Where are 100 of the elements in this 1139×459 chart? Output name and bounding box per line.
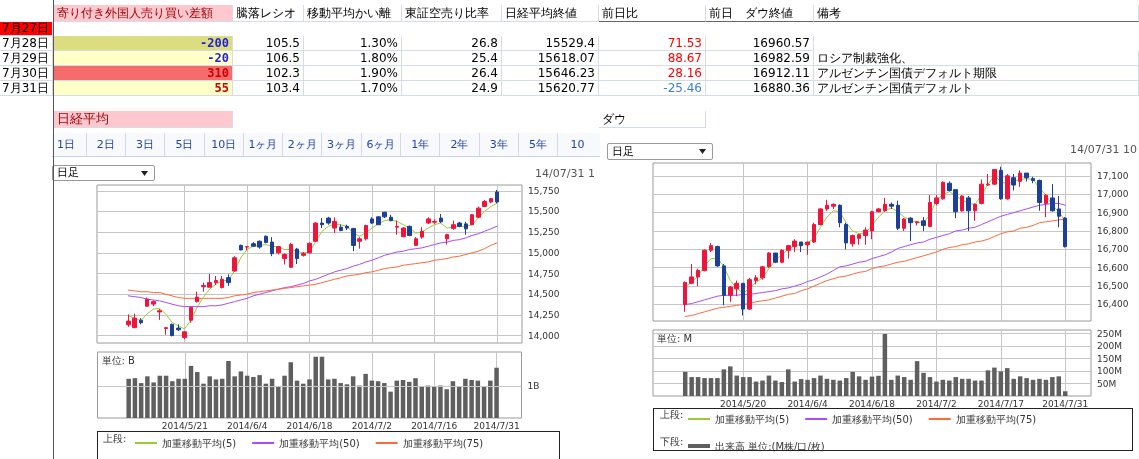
candlestick — [1063, 216, 1067, 249]
candlestick — [176, 323, 181, 332]
text: ロシア制裁強化、 — [817, 51, 913, 65]
text: アルゼンチン国債デフォルト — [817, 81, 973, 95]
text: 25.4 — [471, 51, 498, 65]
candlestick — [164, 326, 168, 336]
candlestick — [722, 263, 726, 306]
text: 14/07/31 1 — [535, 167, 595, 180]
candlestick — [145, 297, 149, 308]
candlestick — [1011, 173, 1016, 192]
text: 16982.59 — [752, 51, 810, 65]
x-tick-label: 2014/7/17 — [977, 398, 1024, 409]
text: 16912.11 — [752, 66, 810, 80]
candlestick — [799, 241, 803, 253]
y-tick-label: 14,250 — [528, 309, 560, 320]
dropdown: 日足 — [52, 165, 155, 181]
bar — [1024, 378, 1029, 396]
y-tick-label: 15,500 — [528, 206, 560, 217]
candlestick — [395, 220, 399, 236]
bar — [1050, 377, 1055, 396]
candlestick — [773, 252, 778, 264]
y-tick-label: 200M — [1097, 341, 1122, 352]
text: アルゼンチン国債デフォルト期限 — [817, 66, 997, 80]
bar — [715, 378, 720, 396]
text: -25.46 — [663, 81, 702, 95]
text: 1.90% — [359, 66, 398, 80]
y-tick-label: 14,000 — [528, 330, 560, 341]
ref-line-label: 1B — [527, 381, 540, 392]
candlestick — [332, 216, 337, 234]
category-label: 前日 ダウ終値 — [706, 5, 814, 22]
category-label: 騰落レシオ — [233, 5, 304, 22]
candlestick — [445, 233, 449, 246]
category-label: 7月27日 — [2, 21, 49, 35]
y-tick-label: 250M — [1097, 328, 1122, 339]
bar — [966, 378, 971, 396]
candlestick — [928, 194, 932, 228]
text: 10 — [557, 133, 597, 156]
candlestick — [364, 224, 368, 241]
candlestick — [760, 265, 765, 281]
candlestick — [825, 199, 829, 212]
candlestick — [741, 282, 745, 316]
x-tick-label: 2014/5/20 — [720, 398, 767, 409]
x-tick-label: 2014/7/2 — [916, 398, 957, 409]
candlestick — [818, 207, 823, 226]
candlestick — [754, 274, 758, 285]
text: 1ヶ月 — [242, 133, 283, 156]
candlestick — [307, 241, 312, 255]
category-label: 寄り付き外国人売り買い差額 — [54, 5, 233, 22]
candlestick — [264, 234, 268, 244]
candlestick — [902, 217, 906, 232]
candlestick — [844, 222, 848, 250]
x-tick-label: 2014/5/21 — [161, 420, 208, 431]
text: 3年 — [478, 133, 518, 156]
candlestick — [979, 179, 984, 205]
candlestick — [345, 224, 349, 231]
candlestick — [857, 233, 861, 246]
candlestick — [464, 221, 468, 236]
candlestick — [351, 227, 356, 252]
text: 24.9 — [471, 81, 498, 95]
candlestick — [715, 245, 720, 268]
dropdown: 日足 — [607, 143, 713, 160]
candlestick — [889, 202, 894, 210]
bar — [747, 377, 752, 396]
candlestick — [451, 220, 456, 231]
y-tick-label: 15,000 — [528, 247, 560, 258]
text: 55 — [214, 81, 229, 95]
line-series — [127, 242, 498, 299]
candlestick — [863, 226, 868, 246]
candlestick — [960, 194, 964, 213]
text: 71.53 — [667, 36, 702, 50]
candlestick — [420, 226, 424, 240]
category-label: 7月30日 — [2, 66, 49, 80]
candlestick — [139, 317, 143, 325]
y-tick-label: 16,700 — [1097, 244, 1129, 255]
text: 105.5 — [265, 36, 300, 50]
candlestick — [457, 221, 462, 228]
bar — [773, 380, 778, 396]
candlestick — [370, 216, 374, 225]
bar — [934, 381, 939, 396]
candlestick — [702, 248, 707, 272]
candlestick — [999, 166, 1003, 201]
candlestick — [1037, 179, 1042, 212]
y-tick-label: 16,600 — [1097, 262, 1129, 273]
candlestick — [992, 168, 997, 186]
bar — [1056, 376, 1062, 396]
y-axis-title: 単位: M — [657, 332, 693, 344]
candlestick — [239, 244, 243, 251]
line-series — [684, 218, 1066, 317]
candlestick — [696, 268, 700, 287]
candlestick — [276, 245, 281, 255]
candlestick — [1050, 183, 1055, 213]
bar — [889, 379, 894, 396]
candlestick — [476, 206, 481, 219]
candlestick — [151, 299, 156, 307]
text: 102.3 — [265, 66, 300, 80]
candlestick — [320, 217, 324, 229]
bar — [856, 376, 862, 396]
bar — [992, 367, 997, 396]
text: 103.4 — [265, 81, 300, 95]
candlestick — [214, 275, 218, 286]
